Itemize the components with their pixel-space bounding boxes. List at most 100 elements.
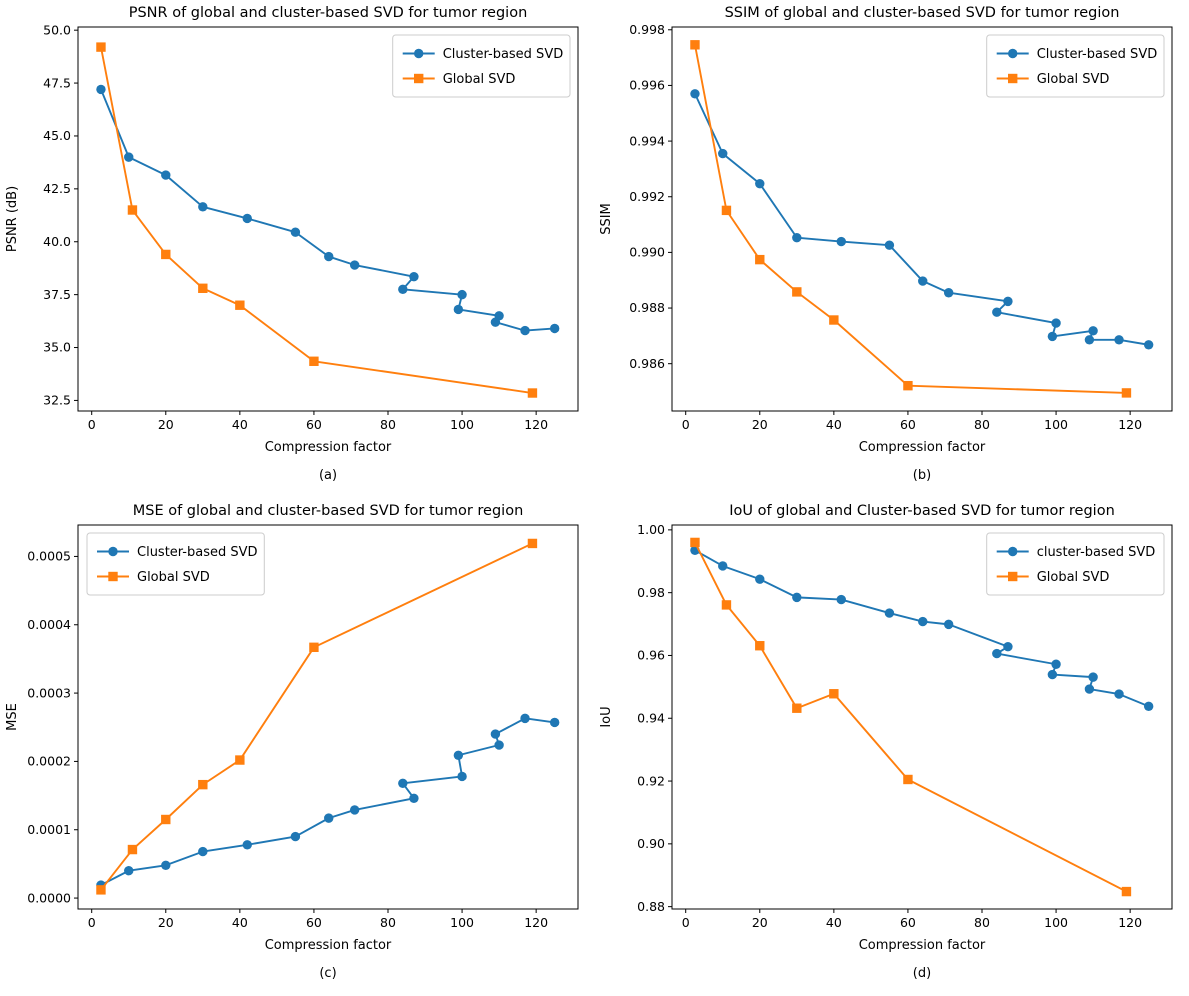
data-point-circle [884, 240, 895, 250]
data-point-circle [1003, 296, 1013, 307]
data-point-square [829, 315, 839, 325]
series-line-square [100, 46, 533, 394]
data-point-circle [1084, 335, 1095, 345]
y-tick-label: 0.0004 [27, 617, 71, 632]
data-point-circle [792, 592, 802, 603]
data-point-square [755, 641, 765, 651]
chart-title: SSIM of global and cluster-based SVD for… [725, 5, 1120, 21]
subfigure-caption: (c) [319, 966, 337, 981]
data-point-circle [992, 648, 1002, 659]
legend-sample-marker [108, 571, 118, 582]
data-point-circle [494, 740, 504, 750]
y-tick-label: 47.5 [43, 75, 71, 90]
data-point-circle [718, 148, 728, 159]
y-tick-label: 37.5 [43, 287, 71, 302]
plot-frame [77, 524, 579, 910]
x-tick-label: 120 [524, 417, 548, 432]
data-point-circle [409, 793, 419, 804]
chart-cell-iou: 0 20 40 60 80 100 120 0.88 0.90 0.92 0.94 0.96 0.98 1… [594, 498, 1188, 996]
legend: Cluster-based SVD Global SVD [392, 34, 571, 98]
data-point-square [527, 538, 538, 549]
y-tick-label: 0.90 [637, 836, 665, 851]
data-point-circle [490, 317, 501, 327]
y-tick-label: 0.0005 [27, 549, 71, 564]
data-point-square [127, 844, 138, 855]
data-point-circle [718, 561, 728, 571]
legend-label: Cluster-based SVD [1037, 47, 1158, 62]
data-point-circle [549, 717, 560, 728]
x-tick-label: 120 [524, 915, 548, 930]
data-point-square [721, 600, 732, 610]
data-point-circle [198, 846, 208, 857]
data-point-square [1121, 388, 1132, 398]
legend-sample-marker [414, 48, 424, 59]
legend-sample-marker [108, 546, 118, 557]
x-tick-label: 100 [450, 915, 474, 930]
y-axis-label: IoU [599, 706, 614, 727]
data-point-circle [1143, 340, 1154, 350]
x-tick-label: 0 [88, 417, 96, 432]
y-tick-label: 0.986 [629, 356, 665, 371]
data-point-square [309, 356, 319, 366]
x-tick-label: 20 [752, 417, 768, 432]
y-tick-label: 0.0002 [27, 754, 71, 769]
x-tick-label: 120 [1118, 417, 1142, 432]
data-point-circle [1003, 641, 1013, 652]
data-point-square [721, 205, 732, 216]
x-tick-label: 100 [1044, 915, 1068, 930]
data-point-circle [1114, 689, 1124, 699]
legend-box [986, 532, 1165, 596]
data-point-circle [836, 594, 846, 605]
plot-frame [671, 26, 1173, 412]
legend-sample-marker [414, 73, 424, 84]
data-point-circle [549, 323, 560, 334]
series-line-circle [100, 89, 555, 332]
y-axis-label: PSNR (dB) [5, 186, 20, 252]
data-point-circle [161, 860, 171, 870]
series-line-circle [694, 549, 1150, 708]
iou-chart: 0 20 40 60 80 100 120 0.88 0.90 0.92 0.94 0.96 0.98 1… [599, 503, 1173, 953]
data-point-circle [349, 260, 360, 270]
data-point-circle [324, 251, 334, 262]
data-point-circle [198, 202, 208, 212]
x-tick-label: 40 [232, 417, 248, 432]
x-axis-label: Compression factor [265, 440, 392, 455]
ssim-chart: 0 20 40 60 80 100 120 0.986 0.988 0.990 0.992 0.994… [599, 5, 1173, 455]
legend-sample-marker [1008, 73, 1018, 84]
data-point-circle [1047, 331, 1058, 342]
data-point-circle [324, 813, 334, 823]
data-point-square [309, 642, 319, 653]
plot-frame [77, 26, 579, 412]
chart-cell-psnr: 0 20 40 60 80 100 120 32.5 35.0 37.5 40.0 42.5 45.0 4… [0, 0, 594, 498]
x-tick-label: 20 [752, 915, 768, 930]
chart-title: IoU of global and Cluster-based SVD for … [729, 503, 1115, 519]
data-point-square [161, 249, 171, 260]
chart-cell-ssim: 0 20 40 60 80 100 120 0.986 0.988 0.990 0.992 0.994… [594, 0, 1188, 498]
data-point-circle [792, 232, 802, 243]
y-axis-label: MSE [5, 703, 20, 731]
y-tick-label: 0.0001 [27, 822, 71, 837]
y-tick-label: 0.994 [629, 133, 665, 148]
data-point-square [903, 380, 913, 391]
data-point-circle [398, 778, 408, 788]
x-tick-label: 60 [306, 417, 322, 432]
data-point-square [235, 755, 245, 765]
data-point-circle [1084, 684, 1095, 694]
data-point-square [161, 814, 171, 825]
data-point-circle [1143, 701, 1154, 712]
x-tick-label: 80 [380, 915, 396, 930]
y-tick-label: 0.992 [629, 189, 665, 204]
y-tick-label: 50.0 [43, 22, 71, 37]
mse-chart: 0 20 40 60 80 100 120 0.0000 0.0001 0.0002 0.0003 0… [5, 503, 579, 953]
data-point-circle [398, 284, 408, 295]
data-point-circle [457, 289, 467, 300]
legend: Cluster-based SVD Global SVD [86, 532, 265, 596]
data-point-square [235, 300, 245, 310]
x-tick-label: 100 [450, 417, 474, 432]
y-tick-label: 0.0000 [27, 890, 71, 905]
y-tick-label: 0.988 [629, 300, 665, 315]
x-axis-label: Compression factor [859, 938, 986, 953]
data-point-square [829, 689, 839, 699]
